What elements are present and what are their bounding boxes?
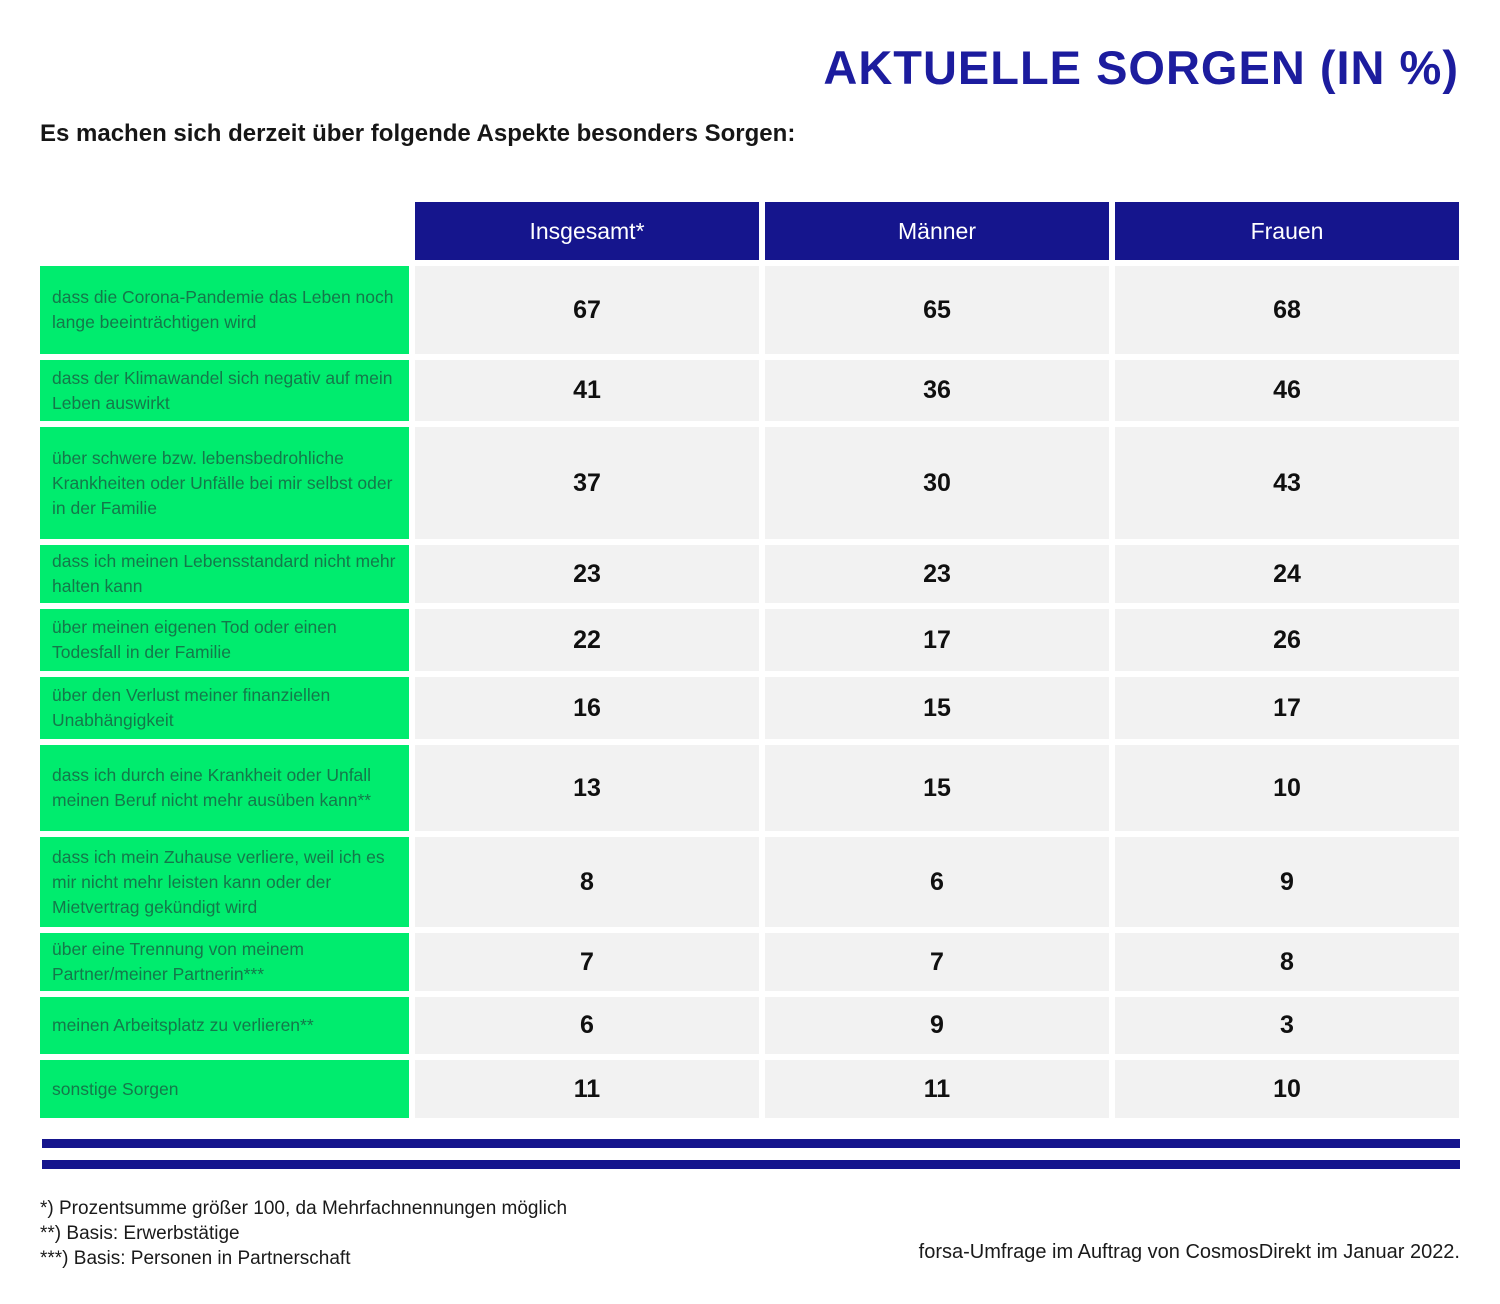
- value-cell: 9: [1115, 837, 1459, 927]
- page-title: AKTUELLE SORGEN (IN %): [823, 41, 1459, 94]
- footnote-1: *) Prozentsumme größer 100, da Mehrfachn…: [40, 1198, 568, 1219]
- value-cell: 10: [1115, 745, 1459, 831]
- value-cell: 16: [415, 677, 759, 739]
- row-label: dass die Corona-Pandemie das Leben noch …: [40, 266, 409, 354]
- divider-bar-bottom: [42, 1160, 1460, 1169]
- row-label: dass ich meinen Lebensstandard nicht meh…: [40, 545, 409, 603]
- footnote-2: **) Basis: Erwerbstätige: [40, 1223, 240, 1244]
- divider-bar-top: [42, 1139, 1460, 1148]
- column-header-maenner: Männer: [765, 202, 1109, 260]
- value-cell: 9: [765, 997, 1109, 1054]
- footnote-3: ***) Basis: Personen in Partnerschaft: [40, 1248, 351, 1269]
- value-cell: 67: [415, 266, 759, 354]
- row-label: dass ich mein Zuhause verliere, weil ich…: [40, 837, 409, 927]
- source-attribution: forsa-Umfrage im Auftrag von CosmosDirek…: [918, 1241, 1460, 1263]
- row-label: sonstige Sorgen: [40, 1060, 409, 1118]
- row-label: dass ich durch eine Krankheit oder Unfal…: [40, 745, 409, 831]
- value-cell: 15: [765, 745, 1109, 831]
- value-cell: 13: [415, 745, 759, 831]
- value-cell: 43: [1115, 427, 1459, 539]
- value-cell: 7: [415, 933, 759, 991]
- row-label: über den Verlust meiner finanziellen Una…: [40, 677, 409, 739]
- value-cell: 46: [1115, 360, 1459, 421]
- value-cell: 6: [415, 997, 759, 1054]
- table-corner-spacer: [40, 202, 409, 260]
- row-label: dass der Klimawandel sich negativ auf me…: [40, 360, 409, 421]
- value-cell: 15: [765, 677, 1109, 739]
- value-cell: 65: [765, 266, 1109, 354]
- column-header-frauen: Frauen: [1115, 202, 1459, 260]
- value-cell: 11: [765, 1060, 1109, 1118]
- footnotes-block: *) Prozentsumme größer 100, da Mehrfachn…: [40, 1196, 567, 1271]
- page-subtitle: Es machen sich derzeit über folgende Asp…: [40, 120, 796, 147]
- row-label: meinen Arbeitsplatz zu verlieren**: [40, 997, 409, 1054]
- value-cell: 41: [415, 360, 759, 421]
- value-cell: 17: [765, 609, 1109, 671]
- value-cell: 10: [1115, 1060, 1459, 1118]
- worries-table: Insgesamt* Männer Frauen dass die Corona…: [40, 202, 1459, 1118]
- value-cell: 17: [1115, 677, 1459, 739]
- row-label: über schwere bzw. lebensbedrohliche Kran…: [40, 427, 409, 539]
- value-cell: 3: [1115, 997, 1459, 1054]
- row-label: über meinen eigenen Tod oder einen Todes…: [40, 609, 409, 671]
- value-cell: 24: [1115, 545, 1459, 603]
- value-cell: 68: [1115, 266, 1459, 354]
- value-cell: 11: [415, 1060, 759, 1118]
- value-cell: 6: [765, 837, 1109, 927]
- column-header-insgesamt: Insgesamt*: [415, 202, 759, 260]
- value-cell: 23: [415, 545, 759, 603]
- value-cell: 36: [765, 360, 1109, 421]
- value-cell: 26: [1115, 609, 1459, 671]
- value-cell: 22: [415, 609, 759, 671]
- value-cell: 8: [1115, 933, 1459, 991]
- value-cell: 7: [765, 933, 1109, 991]
- value-cell: 30: [765, 427, 1109, 539]
- value-cell: 23: [765, 545, 1109, 603]
- row-label: über eine Trennung von meinem Partner/me…: [40, 933, 409, 991]
- value-cell: 8: [415, 837, 759, 927]
- value-cell: 37: [415, 427, 759, 539]
